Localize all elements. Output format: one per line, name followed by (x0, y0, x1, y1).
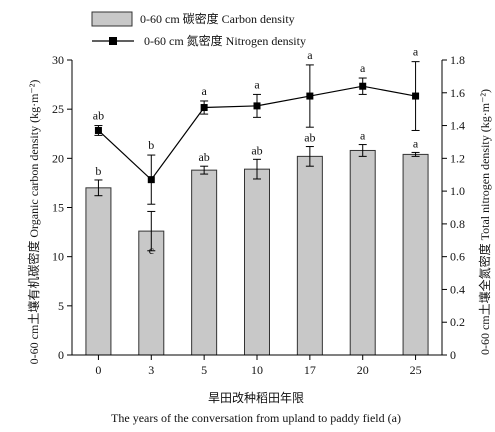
y-tick-label-right-1.2: 1.2 (450, 151, 465, 165)
marker-nitrogen-5 (200, 104, 208, 112)
bar-carbon-17 (296, 155, 323, 356)
x-tick-label-25: 25 (410, 363, 422, 377)
y-tick-label-left-20: 20 (52, 151, 64, 165)
legend-carbon-label: 0-60 cm 碳密度 Carbon density (140, 11, 295, 26)
marker-nitrogen-10 (253, 102, 261, 110)
legend: 0-60 cm 碳密度 Carbon density 0-60 cm 氮密度 N… (91, 11, 306, 48)
x-axis-label-en: The years of the conversation from uplan… (111, 411, 401, 425)
legend-bar-swatch (91, 11, 133, 27)
line-layer (94, 61, 420, 205)
marker-nitrogen-0 (94, 126, 102, 134)
y-tick-label-left-25: 25 (52, 102, 64, 116)
x-axis-label-cn: 旱田改种稻田年限 (208, 391, 304, 405)
sig-letter-nitrogen-17: a (307, 48, 313, 62)
sig-letter-nitrogen-5: a (201, 84, 207, 98)
marker-nitrogen-17 (306, 92, 314, 100)
y-tick-label-right-0.8: 0.8 (450, 217, 465, 231)
sig-letter-carbon-25: a (413, 136, 419, 150)
bar-carbon-25 (402, 153, 429, 356)
bar-carbon-10 (244, 168, 270, 356)
y-tick-label-left-15: 15 (52, 201, 64, 215)
sig-letter-carbon-3: c (149, 243, 154, 257)
legend-marker-swatch (109, 37, 117, 45)
y-tick-label-right-0.6: 0.6 (450, 250, 465, 264)
sig-letter-nitrogen-20: a (360, 61, 366, 75)
sig-letter-carbon-10: ab (251, 143, 262, 157)
x-tick-label-5: 5 (201, 363, 207, 377)
x-tick-label-20: 20 (357, 363, 369, 377)
y-axis-label-right: 0-60 cm土壤全氮密度 Total nitrogen density (kg… (477, 89, 492, 355)
sig-letter-nitrogen-3: b (148, 138, 154, 152)
sig-letter-nitrogen-10: a (254, 77, 260, 91)
bar-carbon-3 (138, 230, 165, 356)
x-tick-label-3: 3 (148, 363, 154, 377)
x-tick-label-10: 10 (251, 363, 263, 377)
y-tick-label-left-30: 30 (52, 53, 64, 67)
legend-nitrogen-label: 0-60 cm 氮密度 Nitrogen density (144, 33, 306, 48)
marker-nitrogen-20 (359, 82, 367, 90)
sig-letter-carbon-0: b (95, 164, 101, 178)
marker-nitrogen-25 (412, 92, 420, 100)
y-tick-label-right-0.2: 0.2 (450, 315, 465, 329)
y-tick-label-right-1.4: 1.4 (450, 119, 465, 133)
x-tick-label-0: 0 (95, 363, 101, 377)
bar-carbon-5 (191, 169, 218, 356)
marker-nitrogen-3 (147, 176, 155, 184)
x-tick-label-17: 17 (304, 363, 316, 377)
y-tick-label-left-0: 0 (58, 348, 64, 362)
axes-layer: 05101520253000.20.40.60.81.01.21.41.61.8… (52, 53, 465, 377)
bar-carbon-0 (85, 187, 112, 356)
y-tick-label-left-10: 10 (52, 250, 64, 264)
sig-letter-carbon-5: ab (198, 150, 209, 164)
sig-letter-nitrogen-25: a (413, 45, 419, 59)
y-tick-label-right-1.0: 1.0 (450, 184, 465, 198)
y-tick-label-right-0: 0 (450, 348, 456, 362)
y-tick-label-right-1.8: 1.8 (450, 53, 465, 67)
y-tick-label-left-5: 5 (58, 299, 64, 313)
bar-carbon-20 (349, 149, 376, 356)
bars-layer (85, 144, 429, 356)
labels-layer: b c ab ab ab a a ab b a a a a a (93, 45, 419, 257)
y-tick-label-right-0.4: 0.4 (450, 282, 465, 296)
y-axis-label-left: 0-60 cm土壤有机碳密度 Organic carbon density (k… (26, 80, 41, 365)
sig-letter-carbon-17: ab (304, 131, 315, 145)
sig-letter-nitrogen-0: ab (93, 109, 104, 123)
sig-letter-carbon-20: a (360, 129, 366, 143)
y-tick-label-right-1.6: 1.6 (450, 86, 465, 100)
